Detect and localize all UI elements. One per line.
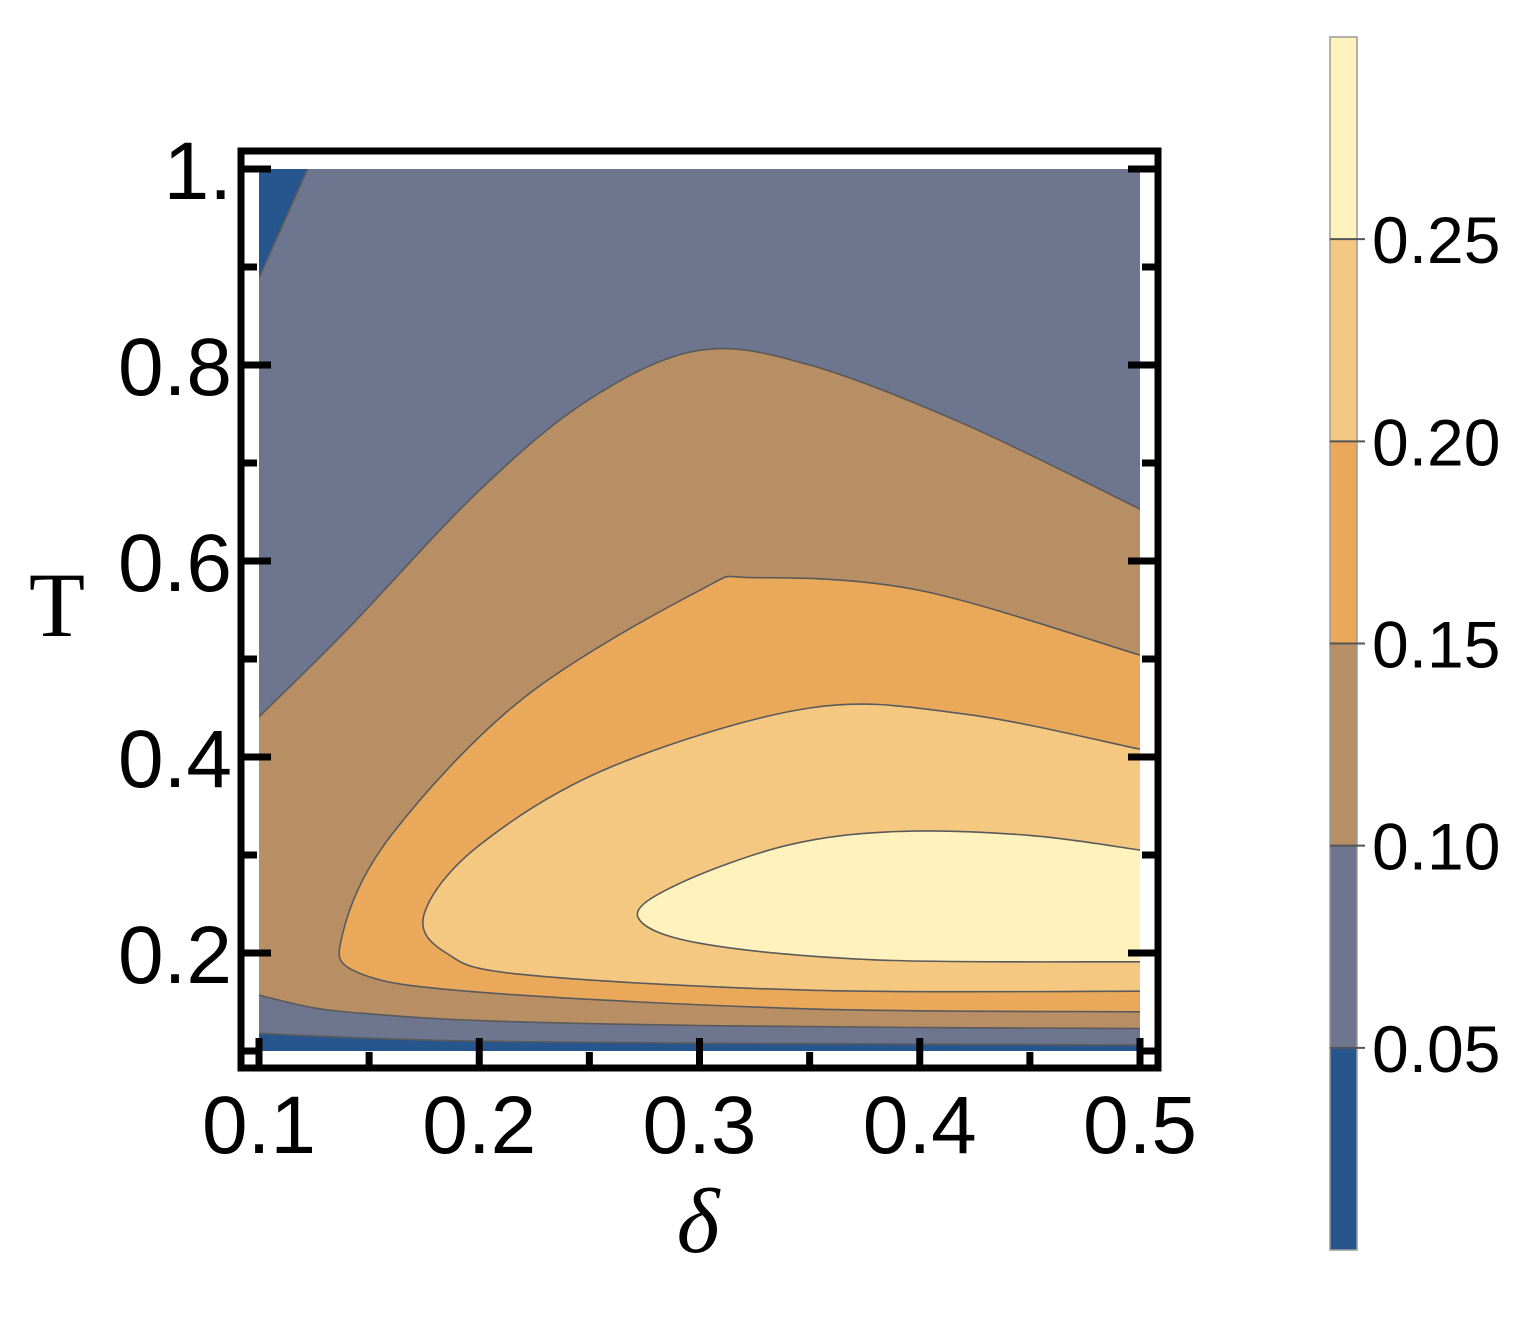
colorbar-segment->0.25 <box>1330 37 1357 240</box>
tick-labels: 0.1 0.2 0.3 0.4 0.5 0.2 0.4 0.6 0.8 1. <box>118 126 1197 1171</box>
contour-line-0.1-3 <box>259 347 1140 718</box>
colorbar-tick-label: 0.10 <box>1372 810 1500 884</box>
colorbar-tick-label: 0.05 <box>1372 1012 1500 1086</box>
y-axis-label: T <box>29 554 85 656</box>
colorbar-segment-0.05-0.10 <box>1330 845 1357 1048</box>
colorbar-segment-0.15-0.20 <box>1330 441 1357 644</box>
contour-line-0.1-2 <box>259 994 1140 1030</box>
y-tick-label: 0.2 <box>118 910 232 1001</box>
y-tick-label: 0.8 <box>118 322 232 413</box>
x-tick-label: 0.1 <box>202 1080 316 1171</box>
contour-line-0.05-0 <box>259 169 309 279</box>
y-tick-label: 0.4 <box>118 714 232 805</box>
contour-line-0.25-6 <box>636 830 1140 963</box>
band-level-0.25 <box>637 830 1140 962</box>
band-lt-0.05-top <box>259 169 308 278</box>
contour-line-0.15-4 <box>338 575 1140 1013</box>
colorbar-segment-0.20-0.25 <box>1330 239 1357 442</box>
plot-area <box>259 169 1140 1051</box>
contour-line-0.2-5 <box>422 703 1140 993</box>
y-tick-label: 0.6 <box>118 518 232 609</box>
contour-line-0.05-1 <box>259 1032 1140 1046</box>
x-tick-label: 0.2 <box>422 1080 536 1171</box>
colorbar-tick-label: 0.25 <box>1372 203 1500 277</box>
colorbar: 0.05 0.10 0.15 0.20 0.25 <box>1329 36 1500 1251</box>
x-tick-label: 0.5 <box>1083 1080 1197 1171</box>
colorbar-tick-label: 0.20 <box>1372 405 1500 479</box>
x-axis-label: δ <box>677 1170 721 1272</box>
x-tick-label: 0.4 <box>863 1080 977 1171</box>
y-tick-label: 1. <box>164 126 232 217</box>
axis-ticks <box>241 165 1158 1068</box>
colorbar-segment-<0.05 <box>1330 1047 1357 1250</box>
colorbar-tick-label: 0.15 <box>1372 608 1500 682</box>
colorbar-segment-0.10-0.15 <box>1330 643 1357 846</box>
x-tick-label: 0.3 <box>643 1080 757 1171</box>
